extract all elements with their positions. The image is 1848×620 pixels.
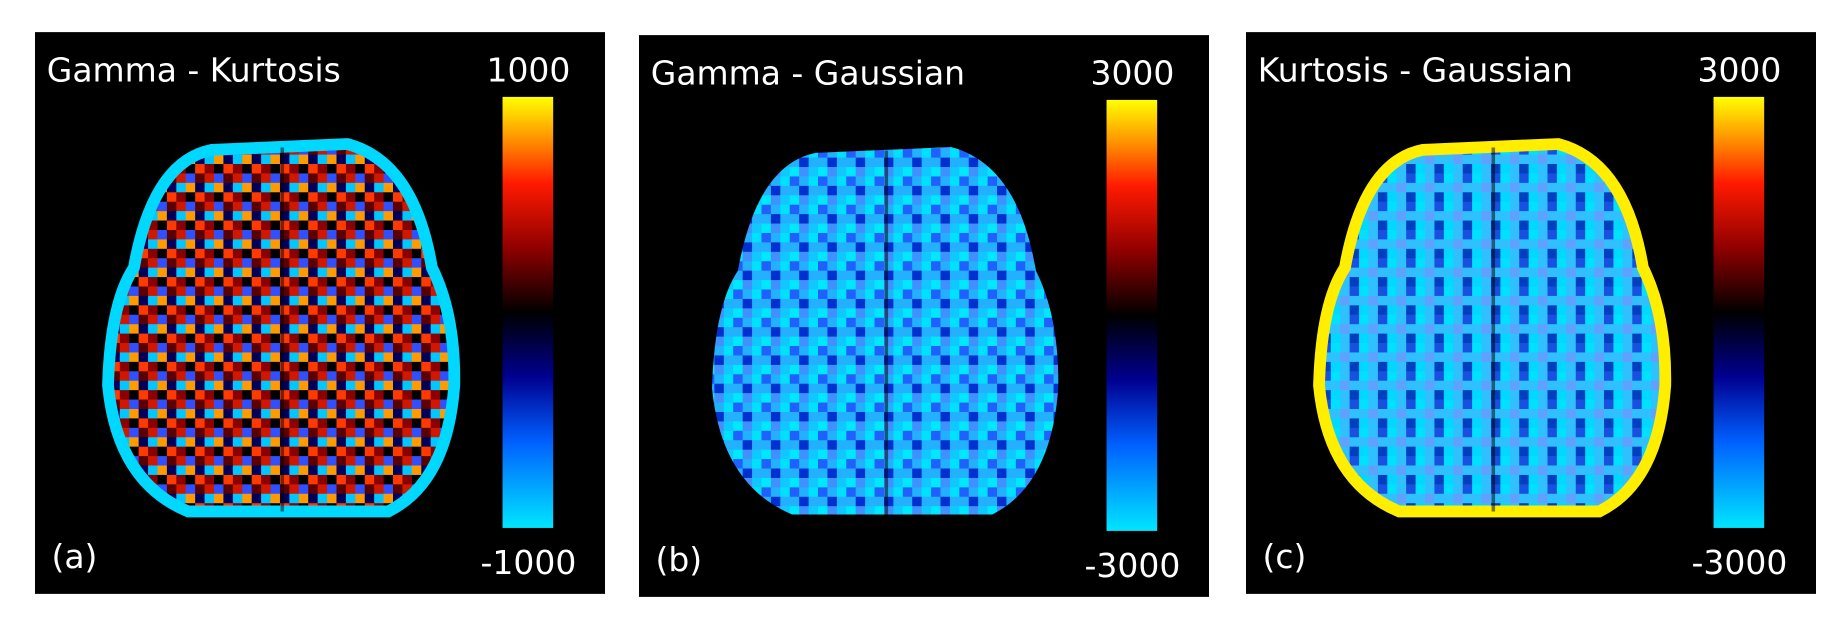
colorbar-min-label: -3000 bbox=[1692, 543, 1788, 582]
map-panel: Gamma - Gaussian (b) 3000 -3000 bbox=[639, 35, 1209, 597]
colorbar-max-label: 1000 bbox=[486, 51, 570, 90]
panel-title: Gamma - Gaussian bbox=[651, 54, 965, 93]
colorbar bbox=[502, 96, 554, 528]
panel-label: (b) bbox=[655, 540, 702, 579]
map-panel: Kurtosis - Gaussian (c) 3000 -3000 bbox=[1246, 32, 1816, 594]
panel-label: (a) bbox=[51, 537, 97, 576]
map-panel: Gamma - Kurtosis (a) 1000 -1000 bbox=[35, 32, 605, 594]
colorbar bbox=[1713, 96, 1765, 528]
panel-title: Gamma - Kurtosis bbox=[47, 51, 341, 90]
colorbar-min-label: -1000 bbox=[481, 543, 577, 582]
panel-label: (c) bbox=[1262, 537, 1306, 576]
colorbar-max-label: 3000 bbox=[1090, 54, 1174, 93]
panel-title: Kurtosis - Gaussian bbox=[1258, 51, 1573, 90]
colorbar-min-label: -3000 bbox=[1085, 546, 1181, 585]
colorbar-max-label: 3000 bbox=[1697, 51, 1781, 90]
colorbar bbox=[1106, 99, 1158, 531]
